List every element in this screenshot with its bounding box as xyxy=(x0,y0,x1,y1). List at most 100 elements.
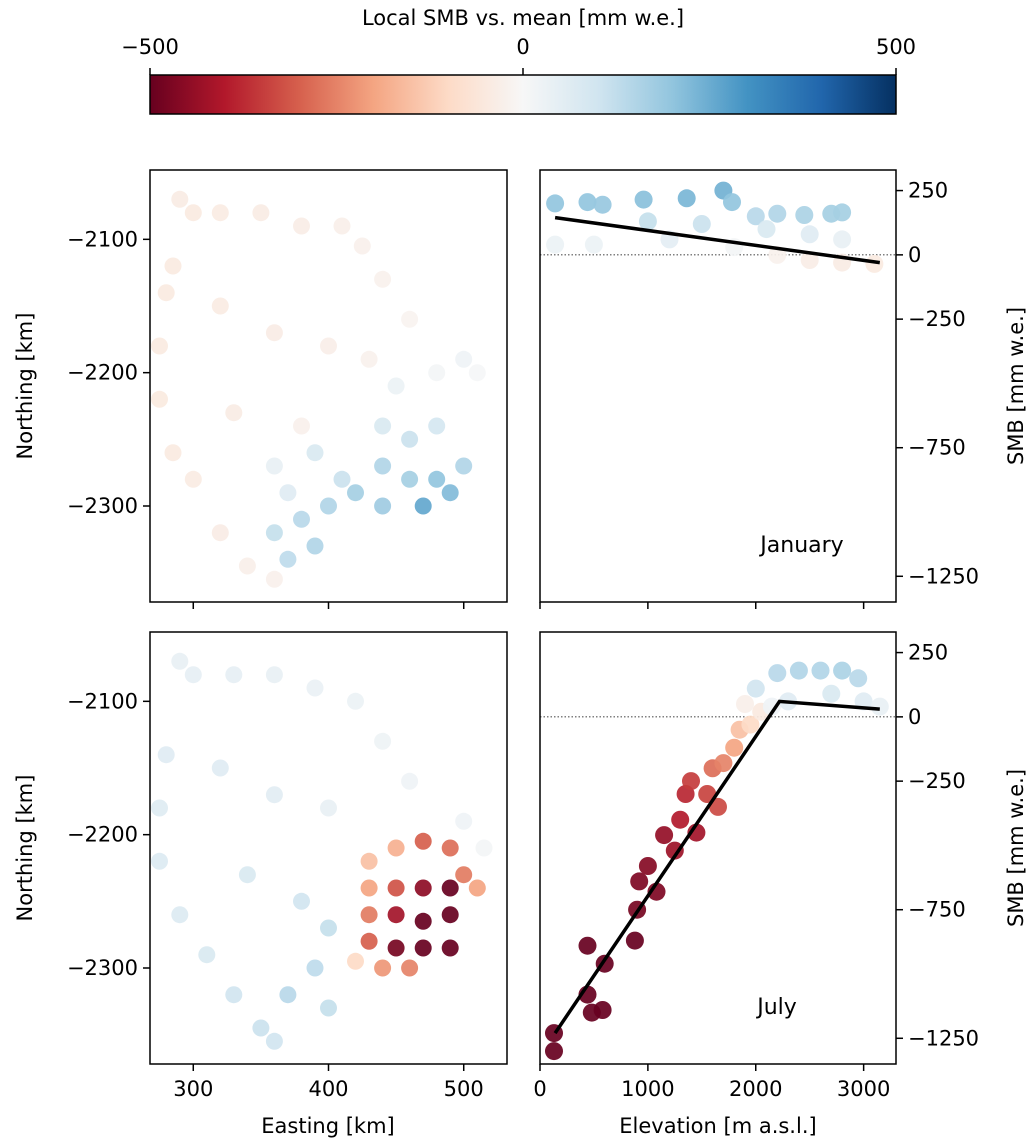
data-point xyxy=(347,692,364,710)
y-tick-label: −2200 xyxy=(67,361,138,385)
map-january-points xyxy=(151,190,486,588)
data-point xyxy=(468,879,486,897)
data-point xyxy=(630,872,649,891)
y-ticks: 250 0 −250 −750 −1250 xyxy=(896,179,979,588)
data-point xyxy=(441,939,459,957)
y-axis-label: Northing [km] xyxy=(13,775,37,922)
data-point xyxy=(414,832,432,850)
month-annotation: July xyxy=(755,995,797,1020)
data-point xyxy=(293,417,310,435)
data-point xyxy=(184,470,202,488)
data-point xyxy=(723,193,741,212)
data-point xyxy=(306,679,324,697)
data-point xyxy=(306,959,324,977)
x-tick-label: 500 xyxy=(444,1077,484,1101)
y-tick-label: −2300 xyxy=(67,956,138,980)
data-point xyxy=(171,906,189,924)
data-point xyxy=(593,195,612,214)
x-axis-label: Elevation [m a.s.l.] xyxy=(619,1114,816,1138)
trend-line xyxy=(554,215,881,265)
data-point xyxy=(441,839,459,857)
data-point xyxy=(293,510,310,528)
y-ticks: −2100 −2200 −2300 xyxy=(67,689,150,980)
data-point xyxy=(870,697,889,716)
data-point xyxy=(441,906,459,924)
colorbar-tick-label: 0 xyxy=(516,35,529,59)
data-point xyxy=(746,679,765,698)
data-point xyxy=(714,754,733,773)
data-point xyxy=(279,484,297,502)
data-point xyxy=(347,484,364,502)
data-point xyxy=(428,364,446,382)
y-tick-label: −1250 xyxy=(908,1026,979,1050)
plot-frame xyxy=(149,169,508,603)
data-point xyxy=(265,666,283,684)
colorbar-tick-label: 500 xyxy=(876,35,916,59)
data-point xyxy=(171,652,189,670)
data-point xyxy=(638,857,657,875)
colorbar-label: Local SMB vs. mean [mm w.e.] xyxy=(362,6,684,30)
data-point xyxy=(800,225,819,244)
data-point xyxy=(171,190,189,208)
data-point xyxy=(293,892,310,910)
data-point xyxy=(164,257,182,275)
y-tick-label: −1250 xyxy=(908,564,979,588)
x-tick-label: 2000 xyxy=(729,1077,782,1101)
x-tick-label: 1000 xyxy=(621,1077,674,1101)
y-tick-label: 0 xyxy=(908,243,921,267)
data-point xyxy=(387,906,405,924)
y-ticks: 250 0 −250 −750 −1250 xyxy=(896,641,979,1050)
data-point xyxy=(401,430,419,448)
data-point xyxy=(757,220,776,239)
data-point xyxy=(441,484,459,502)
data-point xyxy=(374,417,392,435)
data-point xyxy=(578,936,597,955)
data-point xyxy=(768,664,787,683)
data-point xyxy=(360,852,378,870)
data-point xyxy=(401,959,419,977)
data-point xyxy=(225,404,243,422)
data-point xyxy=(584,235,603,254)
data-point xyxy=(360,932,378,950)
data-point xyxy=(252,1019,270,1037)
data-point xyxy=(475,839,493,857)
data-point xyxy=(811,661,830,680)
data-point xyxy=(360,906,378,924)
data-point xyxy=(682,772,700,791)
y-tick-label: −250 xyxy=(908,769,966,793)
colorbar-ticks: −500 0 500 xyxy=(121,35,916,75)
data-point xyxy=(545,1042,563,1061)
y-tick-label: −2200 xyxy=(67,823,138,847)
data-point xyxy=(238,557,256,575)
data-point xyxy=(151,799,168,817)
data-point xyxy=(265,457,283,475)
data-point xyxy=(211,297,229,315)
data-point xyxy=(279,986,297,1004)
x-tick-label: 3000 xyxy=(837,1077,890,1101)
data-point xyxy=(625,931,644,950)
trend-line xyxy=(553,699,880,1035)
data-point xyxy=(211,759,229,777)
data-point xyxy=(455,350,473,368)
y-axis-label: Northing [km] xyxy=(13,313,37,460)
data-point xyxy=(865,254,884,273)
colorbar: Local SMB vs. mean [mm w.e.] −500 0 500 xyxy=(121,6,916,115)
y-axis-label: SMB [mm w.e.] xyxy=(1004,307,1028,465)
data-point xyxy=(333,470,351,488)
data-point xyxy=(822,684,841,703)
plot-frame xyxy=(539,631,897,1065)
data-point xyxy=(374,732,392,750)
x-ticks: 0 1000 2000 3000 xyxy=(533,1064,890,1101)
y-tick-label: −2100 xyxy=(67,227,138,251)
data-point xyxy=(279,550,297,568)
data-point xyxy=(401,310,419,328)
data-point xyxy=(157,746,175,764)
profile-july-points xyxy=(545,661,889,1061)
data-point xyxy=(347,952,364,970)
data-point xyxy=(671,810,690,829)
profile-panel-july: 0 1000 2000 3000 250 0 −250 −750 −1250 July Ele… xyxy=(533,631,1028,1138)
data-point xyxy=(360,879,378,897)
plot-frame xyxy=(539,169,897,603)
data-point xyxy=(184,204,202,222)
